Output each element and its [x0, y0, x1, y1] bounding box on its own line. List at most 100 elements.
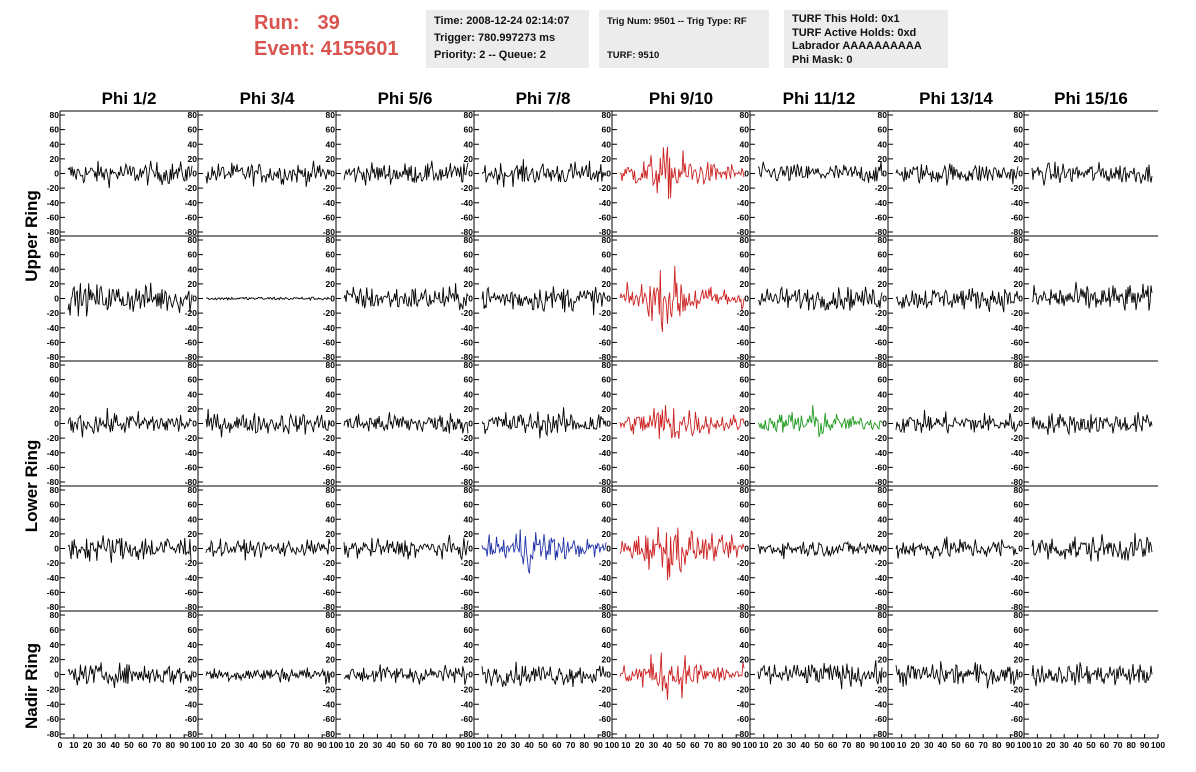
y-tick-label: -20: [1011, 183, 1024, 193]
y-tick-label: 0: [192, 544, 197, 554]
y-tick-label: 0: [882, 294, 887, 304]
y-tick-label: -20: [47, 433, 60, 443]
y-tick-label: -20: [875, 558, 888, 568]
column-header: Phi 13/14: [919, 89, 993, 108]
y-tick-label: -80: [185, 729, 198, 739]
y-tick-label: -40: [599, 323, 612, 333]
x-tick-label: 40: [1073, 740, 1083, 750]
y-tick-label: 80: [740, 610, 750, 620]
waveform-line: [481, 407, 607, 439]
y-tick-label: -20: [599, 558, 612, 568]
x-tick-label: 10: [1033, 740, 1043, 750]
x-tick-label: 60: [690, 740, 700, 750]
y-tick-label: 20: [602, 529, 612, 539]
y-tick-label: -20: [737, 684, 750, 694]
y-tick-label: -80: [737, 352, 750, 362]
x-tick-label: 80: [718, 740, 728, 750]
y-tick-label: -40: [875, 573, 888, 583]
y-tick-label: 0: [192, 419, 197, 429]
y-tick-label: -60: [1011, 587, 1024, 597]
column-header: Phi 11/12: [783, 89, 856, 108]
y-tick-label: 20: [878, 279, 888, 289]
y-tick-label: 80: [188, 485, 198, 495]
y-tick-label: -20: [875, 684, 888, 694]
y-tick-label: -80: [323, 477, 336, 487]
x-tick-label: 70: [1113, 740, 1123, 750]
y-tick-label: -40: [461, 323, 474, 333]
y-tick-label: -60: [47, 462, 60, 472]
y-tick-label: -40: [737, 198, 750, 208]
y-tick-label: -60: [185, 587, 198, 597]
y-tick-label: -80: [1011, 227, 1024, 237]
x-tick-label: 80: [856, 740, 866, 750]
y-tick-label: -80: [737, 729, 750, 739]
column-header: Phi 7/8: [516, 89, 571, 108]
y-tick-label: -60: [323, 212, 336, 222]
y-tick-label: -40: [875, 699, 888, 709]
y-tick-label: 20: [326, 404, 336, 414]
y-tick-label: -20: [323, 684, 336, 694]
y-tick-label: -60: [875, 462, 888, 472]
labrador-line: Labrador AAAAAAAAAA: [792, 40, 922, 52]
y-tick-label: 60: [50, 625, 60, 635]
waveform-line: [481, 529, 607, 574]
y-tick-label: -60: [185, 714, 198, 724]
y-tick-label: -20: [185, 433, 198, 443]
trigger-line: Trigger: 780.997273 ms: [434, 32, 556, 44]
y-tick-label: 80: [740, 110, 750, 120]
y-tick-label: 0: [54, 544, 59, 554]
x-tick-label: 100: [467, 740, 481, 750]
y-tick-label: -20: [461, 308, 474, 318]
waveform-line: [619, 265, 745, 332]
y-tick-label: 40: [878, 139, 888, 149]
x-tick-label: 10: [69, 740, 79, 750]
y-tick-label: 40: [878, 389, 888, 399]
x-tick-label: 10: [483, 740, 493, 750]
waveform-line: [67, 535, 193, 563]
y-tick-label: 0: [744, 670, 749, 680]
y-tick-label: 20: [740, 655, 750, 665]
y-tick-label: 0: [468, 544, 473, 554]
y-tick-label: 80: [1014, 110, 1024, 120]
y-tick-label: -40: [737, 699, 750, 709]
y-tick-label: 80: [464, 360, 474, 370]
y-tick-label: 60: [740, 250, 750, 260]
y-tick-label: 80: [602, 235, 612, 245]
y-tick-label: 40: [1014, 389, 1024, 399]
y-tick-label: 60: [50, 250, 60, 260]
y-tick-label: -40: [1011, 198, 1024, 208]
y-tick-label: -40: [737, 323, 750, 333]
y-tick-label: -40: [1011, 699, 1024, 709]
y-tick-label: 80: [188, 360, 198, 370]
y-tick-label: -80: [47, 477, 60, 487]
y-tick-label: -80: [461, 477, 474, 487]
waveform-line: [205, 408, 331, 438]
column-header: Phi 5/6: [378, 89, 433, 108]
y-tick-label: 80: [878, 360, 888, 370]
waveform-line: [205, 667, 331, 685]
y-tick-label: 20: [50, 655, 60, 665]
y-tick-label: 20: [464, 154, 474, 164]
time-line: Time: 2008-12-24 02:14:07: [434, 15, 570, 27]
y-tick-label: 40: [602, 514, 612, 524]
y-tick-label: -20: [185, 183, 198, 193]
x-tick-label: 90: [179, 740, 189, 750]
y-tick-label: 20: [464, 655, 474, 665]
y-tick-label: 0: [330, 294, 335, 304]
y-tick-label: 60: [602, 375, 612, 385]
y-tick-label: 60: [740, 625, 750, 635]
y-tick-label: 80: [326, 235, 336, 245]
waveform-line: [895, 163, 1019, 186]
waveform-line: [619, 652, 745, 700]
x-tick-label: 0: [58, 740, 63, 750]
y-tick-label: 0: [882, 169, 887, 179]
y-tick-label: 60: [464, 625, 474, 635]
x-tick-label: 80: [442, 740, 452, 750]
y-tick-label: -40: [1011, 573, 1024, 583]
y-tick-label: 60: [602, 500, 612, 510]
y-tick-label: 0: [606, 670, 611, 680]
y-tick-label: -40: [185, 573, 198, 583]
event-line: Event: 4155601: [254, 36, 399, 62]
x-tick-label: 90: [455, 740, 465, 750]
